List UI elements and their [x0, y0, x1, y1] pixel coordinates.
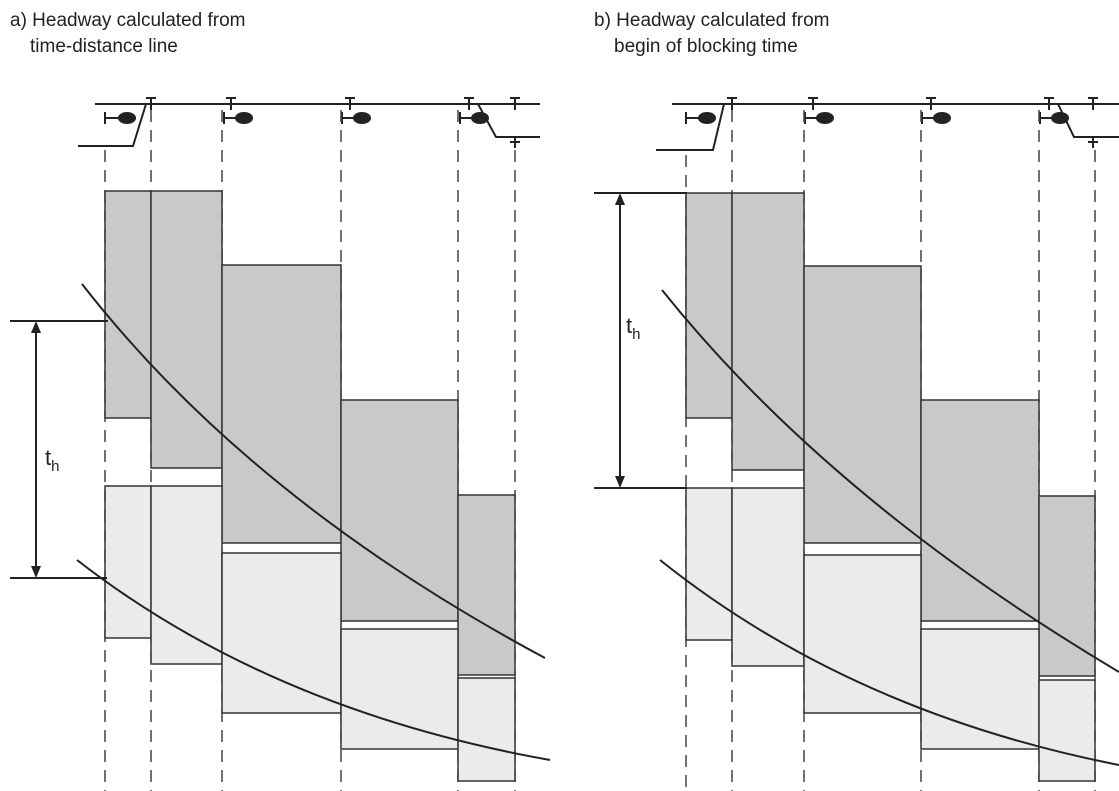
blocking-time-block	[457, 677, 516, 782]
blocking-time-block	[920, 399, 1040, 622]
blocking-time-block	[104, 485, 152, 639]
blocking-time-block	[221, 552, 342, 714]
train1-time-distance-line	[661, 289, 1119, 673]
blocking-time-block	[457, 494, 516, 676]
panel-a-headway-indicator	[10, 320, 108, 579]
signal-icon	[104, 112, 136, 124]
blocking-time-block	[685, 192, 733, 419]
train2-time-distance-line	[76, 559, 551, 761]
blocking-time-block	[685, 487, 733, 641]
train1-time-distance-line	[81, 283, 546, 659]
blocking-time-block	[803, 265, 922, 544]
panel-b-headway-label: th	[626, 313, 640, 343]
blocking-time-block	[731, 487, 805, 667]
signal-icon	[223, 112, 253, 124]
track-joint-icon	[146, 97, 156, 110]
signal-icon	[804, 112, 834, 124]
blocking-time-block	[1038, 679, 1096, 782]
arrow-up-icon	[615, 193, 625, 205]
track-joint-icon	[510, 137, 520, 148]
panel-b-title-line1: b) Headway calculated from	[594, 10, 830, 31]
track-joint-icon	[226, 97, 236, 110]
panel-a-title-line1: a) Headway calculated from	[10, 10, 246, 31]
panel-b-time-distance-lines	[659, 289, 1119, 766]
arrow-up-icon	[31, 321, 41, 333]
left-turnout	[656, 103, 725, 151]
panel-a-title: a) Headway calculated from time-distance…	[10, 8, 246, 60]
left-turnout	[78, 103, 147, 147]
track-joint-icon	[1088, 137, 1098, 148]
panel-b-title-line2: begin of blocking time	[614, 36, 798, 57]
panel-b-blocking-stairway-train1	[685, 192, 1096, 677]
panel-b-diagram: th	[594, 97, 1119, 791]
track-joint-icon	[1044, 97, 1054, 110]
panel-a-diagram: th	[10, 97, 551, 791]
blocking-time-block	[150, 485, 223, 665]
blocking-time-block	[104, 190, 152, 419]
blocking-time-block	[340, 628, 459, 750]
track-joint-icon	[727, 97, 737, 110]
panel-a-track	[78, 97, 540, 148]
signal-icon	[921, 112, 951, 124]
signal-icon	[459, 112, 489, 124]
track-joint-icon	[510, 97, 520, 110]
blocking-time-block	[150, 190, 223, 469]
blocking-time-block	[920, 628, 1040, 750]
blocking-time-block	[340, 399, 459, 622]
panel-b-track	[656, 97, 1119, 151]
track-joint-icon	[808, 97, 818, 110]
panel-b-headway-indicator	[594, 192, 687, 489]
signal-icon	[341, 112, 371, 124]
panel-b-title: b) Headway calculated from begin of bloc…	[594, 8, 830, 60]
blocking-time-block	[731, 192, 805, 471]
panel-a-headway-label: th	[45, 445, 59, 475]
track-joint-icon	[464, 97, 474, 110]
track-joint-icon	[926, 97, 936, 110]
blocking-time-block	[221, 264, 342, 544]
train2-time-distance-line	[659, 559, 1119, 766]
panel-a-title-line2: time-distance line	[30, 36, 178, 57]
track-joint-icon	[1088, 97, 1098, 110]
arrow-down-icon	[615, 476, 625, 488]
track-joint-icon	[345, 97, 355, 110]
panel-a-time-distance-lines	[76, 283, 551, 761]
blocking-time-block	[1038, 495, 1096, 677]
blocking-time-block	[803, 554, 922, 714]
panel-a-blocking-stairway-train2	[104, 485, 516, 782]
signal-icon	[1039, 112, 1069, 124]
panel-a-blocking-stairway-train1	[104, 190, 516, 676]
signal-icon	[685, 112, 716, 124]
arrow-down-icon	[31, 566, 41, 578]
